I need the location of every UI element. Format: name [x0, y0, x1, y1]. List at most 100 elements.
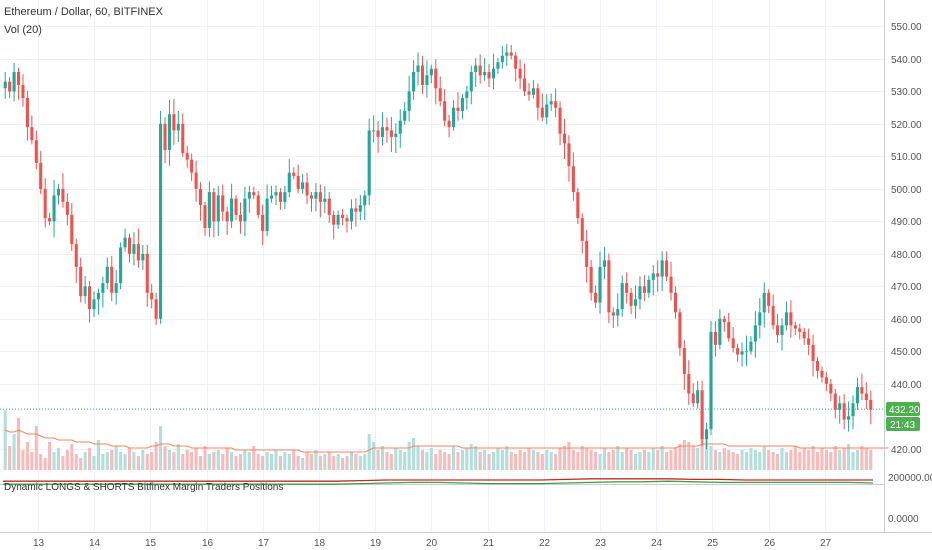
volume-bar [642, 450, 646, 470]
volume-bar [269, 454, 274, 470]
volume-bar [731, 452, 735, 470]
candle-body [802, 331, 806, 339]
volume-bar [820, 448, 824, 470]
volume-bar [287, 454, 291, 470]
volume-bar [523, 452, 527, 470]
volume-bar [855, 450, 860, 470]
candle-body [704, 429, 709, 440]
volume-bar [238, 454, 243, 470]
candle-body [389, 130, 393, 137]
volume-bar [864, 448, 868, 470]
candle-body [633, 299, 638, 306]
candle-body [34, 140, 38, 163]
volume-bar [367, 434, 371, 470]
volume-bar [851, 452, 855, 470]
price-tick-label: 460.00 [891, 315, 922, 326]
volume-bar [83, 452, 87, 470]
volume-bar [203, 446, 207, 470]
candle-body [190, 159, 194, 173]
candle-body [88, 286, 92, 310]
candle-body [869, 400, 873, 410]
candle-body [496, 62, 500, 69]
candle-body [558, 107, 562, 134]
candle-body [323, 198, 327, 202]
candle-body [345, 218, 349, 222]
candle-body [660, 260, 664, 277]
volume-bar [518, 450, 522, 470]
candle-body [460, 97, 464, 111]
price-tick-label: 450.00 [891, 347, 922, 358]
volume-bar [190, 452, 194, 470]
volume-bar [101, 454, 105, 470]
candle-body [554, 101, 558, 108]
price-axis[interactable]: 550.00 540.00 530.00 520.00 510.00 500.00 490.… [891, 22, 922, 456]
volume-bar [225, 448, 229, 470]
volume-bar [127, 448, 132, 470]
volume-bar [647, 452, 651, 470]
volume-bar [611, 450, 615, 470]
volume-bar [443, 452, 447, 470]
candle-body [673, 292, 678, 313]
volume-bar [727, 450, 731, 470]
candle-body [682, 348, 686, 375]
candle-body [336, 214, 340, 225]
candle-body [709, 331, 713, 430]
candle-body [767, 292, 771, 306]
volume-bar [154, 442, 158, 470]
candle-body [141, 253, 145, 261]
volume-bar [660, 446, 664, 470]
candle-body [269, 195, 274, 199]
candle-body [536, 88, 540, 108]
volume-bar [416, 446, 420, 470]
volume-bar [629, 450, 633, 470]
volume-bar [594, 452, 598, 470]
candle-body [349, 208, 353, 222]
candle-body [247, 192, 251, 199]
volume-bar [869, 450, 873, 470]
candle-body [3, 81, 7, 89]
volume-bar [145, 454, 149, 470]
candle-body [762, 292, 766, 313]
volume-bar [314, 450, 318, 470]
volume-bar [456, 452, 460, 470]
candle-body [753, 325, 757, 342]
volume-bar [96, 440, 100, 470]
volume-bar [633, 454, 638, 470]
volume-bar [345, 456, 349, 470]
candle-body [225, 211, 229, 222]
volume-bar [349, 452, 353, 470]
candle-body [110, 266, 114, 293]
volume-bar [256, 454, 260, 470]
candle-body [855, 387, 860, 404]
volume-bar [403, 452, 407, 470]
candle-body [443, 101, 447, 121]
candle-body [540, 107, 544, 118]
candle-body [505, 52, 509, 56]
volume-bar [718, 452, 722, 470]
candle-body [278, 192, 282, 202]
candle-body [136, 244, 140, 261]
candle-body [700, 390, 704, 440]
volume-bar [136, 456, 140, 470]
time-axis[interactable]: 13 14 15 16 17 18 19 20 21 22 23 24 25 26 27 [33, 538, 832, 549]
volume-bar [167, 450, 172, 470]
candle-body [70, 214, 74, 245]
volume-bar [531, 450, 535, 470]
volume-bar [212, 452, 216, 470]
candle-body [744, 351, 749, 353]
volume-bar [811, 446, 815, 470]
volume-bar [159, 426, 163, 470]
volume-bar [172, 452, 176, 470]
time-tick-label: 24 [651, 538, 663, 549]
candles [3, 44, 873, 450]
candle-body [518, 68, 522, 79]
price-tick-label: 500.00 [891, 185, 922, 196]
volume-bar [74, 454, 78, 470]
price-tick-label: 540.00 [891, 55, 922, 66]
volume-bar [505, 446, 509, 470]
candle-body [776, 325, 780, 336]
candle-body [203, 205, 207, 228]
candle-body [642, 286, 646, 293]
volume-bar [34, 426, 38, 470]
